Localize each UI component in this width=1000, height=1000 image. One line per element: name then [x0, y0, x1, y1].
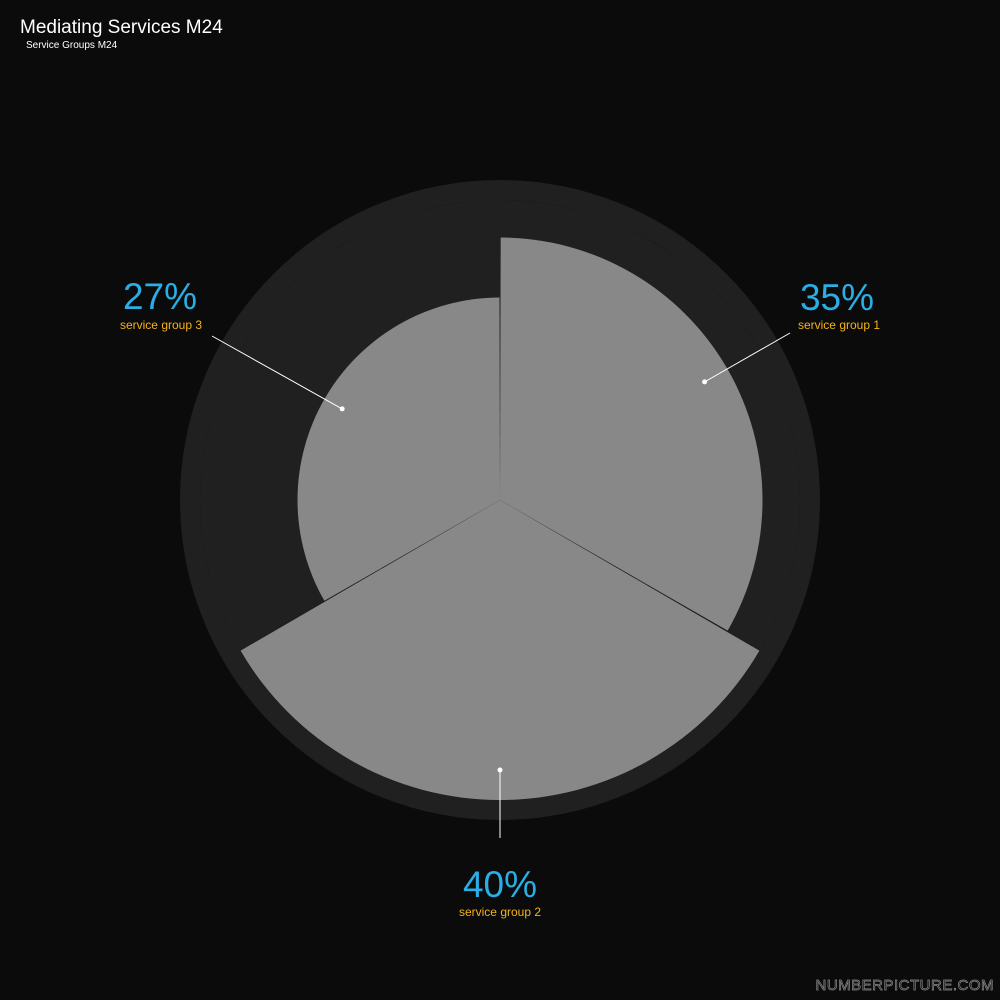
- slice-wedge: [500, 237, 763, 631]
- leader-line: [704, 332, 791, 383]
- leader-dot: [497, 767, 503, 773]
- slice-percent-label: 40%: [463, 864, 537, 905]
- chart-subtitle: Service Groups M24: [26, 40, 118, 51]
- watermark-text: NUMBERPICTURE.COM: [815, 977, 994, 995]
- slice-labels: 35% service group 1 40% service group 2 …: [120, 276, 880, 919]
- slice-wedge: [240, 500, 760, 800]
- chart-title: Mediating Services M24: [20, 17, 223, 38]
- leader-lines: [211, 332, 791, 838]
- slice-category-label: service group 3: [120, 318, 202, 332]
- slice-wedge: [297, 297, 500, 601]
- leader-dot: [702, 379, 708, 385]
- leader-dot: [339, 406, 345, 412]
- slice-percent-label: 35%: [800, 277, 874, 318]
- wedge-values: [240, 237, 763, 800]
- slice-percent-label: 27%: [123, 276, 197, 317]
- slice-category-label: service group 2: [459, 905, 541, 919]
- leader-line: [211, 335, 343, 410]
- slice-category-label: service group 1: [798, 318, 880, 332]
